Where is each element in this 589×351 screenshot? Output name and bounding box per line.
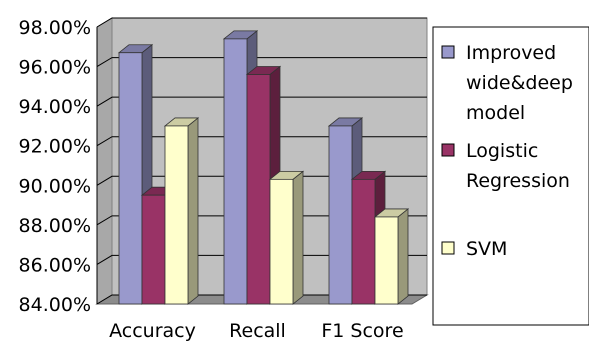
y-tick-label: 88.00% [19,215,91,237]
gridline [96,175,427,186]
bar [223,38,248,305]
legend-swatch [441,45,455,59]
bar [141,194,166,305]
bar [374,216,399,305]
x-axis: Accuracy Recall F1 Score [109,320,404,342]
gridline [96,136,427,147]
gridline [96,96,427,107]
bar-side [397,208,409,305]
legend-swatch [441,241,455,255]
legend-label: wide&deep [466,72,573,94]
y-tick-label: 96.00% [19,57,91,79]
gridline [96,57,427,68]
gridlines [96,17,427,305]
y-tick-label: 92.00% [19,136,91,158]
x-tick-label: F1 Score [321,320,403,342]
y-tick-label: 84.00% [19,294,91,316]
legend-label: Logistic [466,140,538,162]
gridline [96,294,427,305]
y-tick-label: 90.00% [19,175,91,197]
side-wall [96,17,113,305]
bar [164,125,189,305]
x-tick-label: Accuracy [109,320,196,342]
legend-box [432,26,589,326]
gridline [96,215,427,226]
bar [328,125,353,305]
x-tick-label: Recall [229,320,286,342]
legend: Improved wide&deep model Logistic Regression… [432,26,589,326]
y-tick-label: 86.00% [19,254,91,276]
bar [246,74,271,305]
bar [118,52,143,305]
legend-label: SVM [466,238,507,260]
legend-label: Regression [466,170,570,192]
legend-swatch [441,143,455,157]
legend-label: model [466,102,525,124]
legend-label: Improved [466,42,556,64]
gridline [96,17,427,28]
bar [351,178,376,305]
y-tick-label: 98.00% [19,17,91,39]
bar-side [187,117,199,305]
bars [117,30,410,305]
y-tick-label: 94.00% [19,96,91,118]
gridline [96,254,427,265]
y-axis: 84.00% 86.00% 88.00% 90.00% 92.00% 94.00% 96.0… [19,17,98,316]
bar [269,178,294,305]
bar-side [292,170,304,305]
